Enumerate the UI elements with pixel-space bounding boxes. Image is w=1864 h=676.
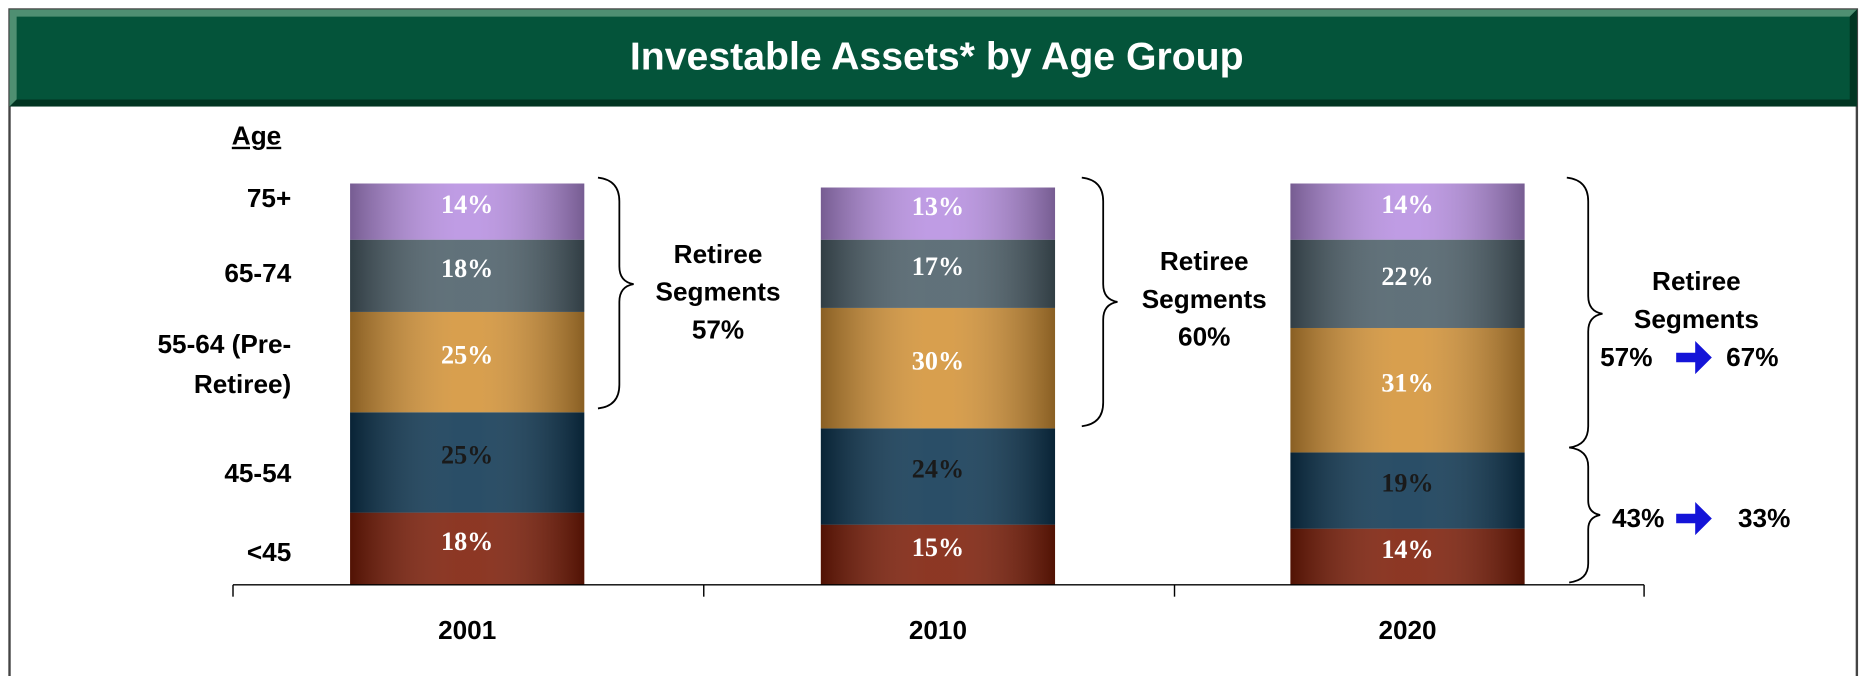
bracket [1081, 176, 1118, 428]
bar-shade [820, 428, 1056, 525]
bar-shade [820, 239, 1056, 308]
value-label: 14% [1381, 190, 1433, 219]
value-label: 15% [912, 533, 964, 562]
bracket [597, 176, 634, 410]
legend-label: 75+ [246, 183, 292, 214]
bar-shade [350, 239, 585, 312]
bar-shade [1290, 528, 1525, 585]
annotation-text: Retiree Segments [1141, 246, 1267, 314]
annotation: Retiree Segments 60% [1109, 243, 1299, 357]
value-label: 31% [1381, 368, 1433, 397]
value-label: 30% [912, 346, 964, 375]
value-label: 18% [441, 527, 493, 556]
x-tick-label: 2001 [438, 615, 496, 645]
bar-shade [1290, 183, 1525, 240]
value-label: 24% [912, 455, 964, 484]
chart-title: Investable Assets* by Age Group [630, 36, 1244, 79]
header-band [9, 9, 1857, 107]
annotation-text: Retiree Segments [655, 239, 781, 307]
annotation-value: 57% [1600, 342, 1653, 372]
value-label: 18% [441, 254, 493, 283]
value-label: 22% [1381, 262, 1433, 291]
legend-label: <45 [246, 537, 292, 568]
bar-shade [350, 412, 585, 513]
bar-shade [820, 187, 1056, 240]
x-tick-label: 2020 [1378, 615, 1436, 645]
bar-shade [1290, 239, 1525, 328]
bracket [1566, 176, 1603, 449]
annotation-value: 57% [691, 314, 745, 345]
arrow [1676, 501, 1712, 536]
bar-shade [820, 524, 1056, 585]
plot: 18% 25% 25% 18% 14% 2001 15% 24% 30% 17% 13% 2010 14… [232, 183, 1645, 645]
value-label: 14% [1381, 535, 1433, 564]
annotation-value: 33% [1737, 503, 1791, 533]
value-label: 13% [912, 192, 964, 221]
x-tick-label: 2010 [909, 615, 967, 645]
legend-title: Age [231, 120, 282, 151]
value-label: 25% [441, 441, 493, 470]
annotation: Retiree Segments 57% [623, 236, 813, 350]
value-label: 19% [1381, 469, 1433, 498]
bar-shade [1290, 327, 1525, 453]
brackets [597, 176, 1603, 584]
bar-shade [1290, 452, 1525, 529]
annotation-value: 60% [1178, 322, 1231, 352]
legend-label: 55-64 (Pre-Retiree) [157, 329, 292, 399]
bracket [1569, 446, 1601, 584]
legend-label: 45-54 [224, 458, 292, 488]
bar-shade [820, 307, 1056, 429]
bar-shade [350, 512, 585, 585]
value-label: 17% [912, 252, 964, 281]
value-label: 14% [441, 190, 493, 219]
value-label: 25% [441, 340, 493, 369]
arrow [1676, 340, 1712, 375]
bar-shade [350, 183, 585, 240]
annotation-value: 43% [1611, 503, 1665, 533]
legend-label: 65-74 [224, 258, 292, 288]
annotation-value: 67% [1726, 342, 1779, 372]
annotation: Retiree Segments [1633, 266, 1759, 334]
bar-shade [350, 311, 585, 413]
